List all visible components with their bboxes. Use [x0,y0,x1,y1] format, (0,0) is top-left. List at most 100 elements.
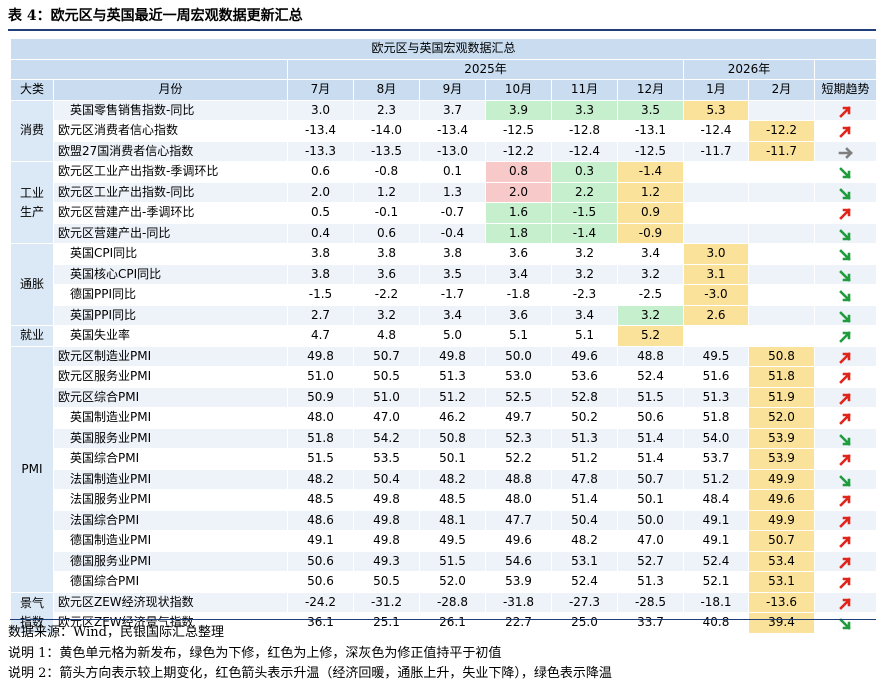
value-cell: 3.3 [551,99,618,121]
value-cell: 0.6 [287,161,354,183]
trend-cell [813,263,878,285]
table-row: PMI 欧元区制造业PMI 49.8 50.7 49.8 50.0 49.6 48.8 49.5… [10,345,878,593]
indicator-name: 欧元区综合PMI [53,386,288,408]
value-cell: 50.7 [748,530,815,552]
value-cell: 3.8 [353,243,420,265]
indicator-name: 欧元区工业产出指数-同比 [53,181,288,203]
value-cell: 52.0 [748,407,815,429]
month-column-header: 8月 [353,79,420,101]
value-cell: -2.5 [617,284,684,306]
trend-cell [813,571,878,593]
arrow-up-right-icon [816,411,876,426]
value-cell: 53.5 [353,448,420,470]
value-cell: 48.5 [287,489,354,511]
indicator-name: 英国综合PMI [53,448,288,470]
value-cell: 49.3 [353,550,420,572]
value-cell: 47.0 [617,530,684,552]
value-cell: 50.8 [419,427,486,449]
value-cell: -12.4 [683,120,749,142]
value-cell: 51.2 [419,386,486,408]
month-column-header: 12月 [617,79,684,101]
value-cell: 51.9 [748,386,815,408]
value-cell: -2.2 [353,284,420,306]
table-row: 通胀 英国CPI同比 3.8 3.8 3.8 3.6 3.2 3.4 3.0 [10,243,878,326]
value-cell: 49.8 [353,530,420,552]
value-cell: 49.8 [419,345,486,367]
value-cell: 50.4 [353,468,420,490]
indicator-name: 欧元区服务业PMI [53,366,288,388]
value-cell: 51.2 [551,448,618,470]
trend-cell [813,99,878,121]
value-cell [748,284,815,306]
table-row: 就业 英国失业率 4.7 4.8 5.0 5.1 5.1 5.2 [10,325,878,347]
value-cell: 25.0 [551,612,618,634]
table-row: 德国PPI同比 -1.5 -2.2 -1.7 -1.8 -2.3 -2.5 -3.0 [11,284,878,306]
value-cell: 52.1 [683,571,749,593]
value-cell: 1.2 [617,181,684,203]
table-row: 欧盟27国消费者信心指数 -13.3 -13.5 -13.0 -12.2 -12.4 -12… [11,140,878,162]
trend-cell [813,222,878,244]
value-cell: -12.5 [617,140,684,162]
value-cell: 2.6 [683,304,749,326]
value-cell: -11.7 [683,140,749,162]
value-cell: -3.0 [683,284,749,306]
value-cell: 53.1 [748,571,815,593]
value-cell: 53.9 [748,448,815,470]
value-cell: 47.7 [485,509,552,531]
value-cell: -1.5 [551,202,618,224]
value-cell: 51.3 [617,571,684,593]
value-cell: 36.1 [287,612,354,634]
value-cell: 53.1 [551,550,618,572]
table-row: 工业生产 欧元区工业产出指数-季调环比 0.6 -0.8 0.1 0.8 0.3 -1.4 [10,161,878,244]
value-cell: 53.6 [551,366,618,388]
table-row: 欧元区营建产出-同比 0.4 0.6 -0.4 1.8 -1.4 -0.9 [11,222,878,244]
arrow-down-right-icon [816,165,876,180]
value-cell: 50.5 [353,571,420,593]
category-label: 通胀 [19,277,44,291]
value-cell: 39.4 [748,612,815,634]
indicator-name: 德国PPI同比 [53,284,288,306]
value-cell: 1.6 [485,202,552,224]
trend-cell [813,509,878,531]
category-cell: 消费 [10,99,54,162]
arrow-up-right-icon [816,206,876,221]
table-row: 欧元区消费者信心指数 -13.4 -14.0 -13.4 -12.5 -12.8 -13.1… [11,120,878,142]
value-cell: 2.2 [551,181,618,203]
value-cell: -13.4 [287,120,354,142]
category-label: 消费 [19,123,44,138]
indicator-name: 德国制造业PMI [53,530,288,552]
arrow-up-right-icon [816,370,876,385]
value-cell [683,202,749,224]
value-cell: 5.0 [419,325,486,347]
value-cell: 53.0 [485,366,552,388]
value-cell: 49.5 [419,530,486,552]
trend-cell [813,468,878,490]
trend-cell [813,161,878,183]
month-column-header: 10月 [485,79,552,101]
value-cell: 3.7 [419,99,486,121]
trend-cell [813,612,878,634]
value-cell: 49.8 [353,509,420,531]
trend-cell [813,140,878,162]
value-cell: 49.5 [683,345,749,367]
table-row: 德国服务业PMI 50.6 49.3 51.5 54.6 53.1 52.7 52.4 53.4 [11,550,878,572]
value-cell: -13.5 [353,140,420,162]
value-cell: 53.4 [748,550,815,572]
arrow-up-right-icon [816,104,876,119]
value-cell: -28.5 [617,591,684,613]
table-row: 德国综合PMI 50.6 50.5 52.0 53.9 52.4 51.3 52.1 53.1 [11,571,878,593]
category-label: 就业 [19,328,44,343]
value-cell [748,263,815,285]
table-row: 英国制造业PMI 48.0 47.0 46.2 49.7 50.2 50.6 51.8 52.0 [11,407,878,429]
value-cell: 22.7 [485,612,552,634]
value-cell: -28.8 [419,591,486,613]
indicator-name: 英国CPI同比 [53,243,288,265]
value-cell: -12.4 [551,140,618,162]
value-cell [748,99,815,121]
value-cell: 3.6 [485,243,552,265]
value-cell: 50.8 [748,345,815,367]
value-cell: 3.6 [353,263,420,285]
value-cell: 5.1 [485,325,552,347]
value-cell: 3.6 [485,304,552,326]
value-cell: -1.7 [419,284,486,306]
